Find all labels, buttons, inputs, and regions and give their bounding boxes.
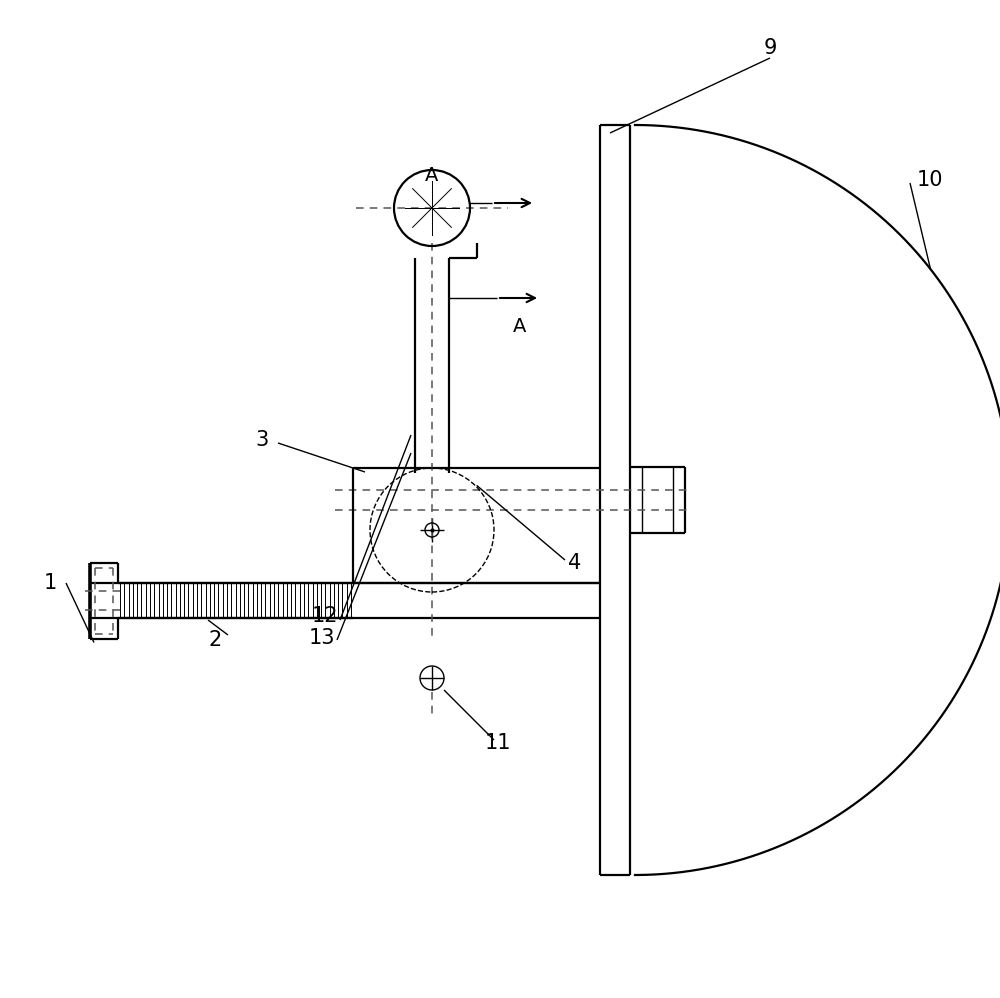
Text: 13: 13	[309, 628, 335, 648]
Text: 1: 1	[43, 573, 57, 593]
Text: 2: 2	[208, 630, 222, 650]
Text: 11: 11	[485, 733, 511, 753]
Text: A: A	[513, 316, 527, 335]
Text: 12: 12	[312, 606, 338, 626]
Text: 4: 4	[568, 553, 582, 573]
Text: 10: 10	[917, 170, 943, 190]
Text: 3: 3	[255, 430, 269, 450]
Text: 9: 9	[763, 38, 777, 58]
Text: A: A	[425, 166, 439, 185]
